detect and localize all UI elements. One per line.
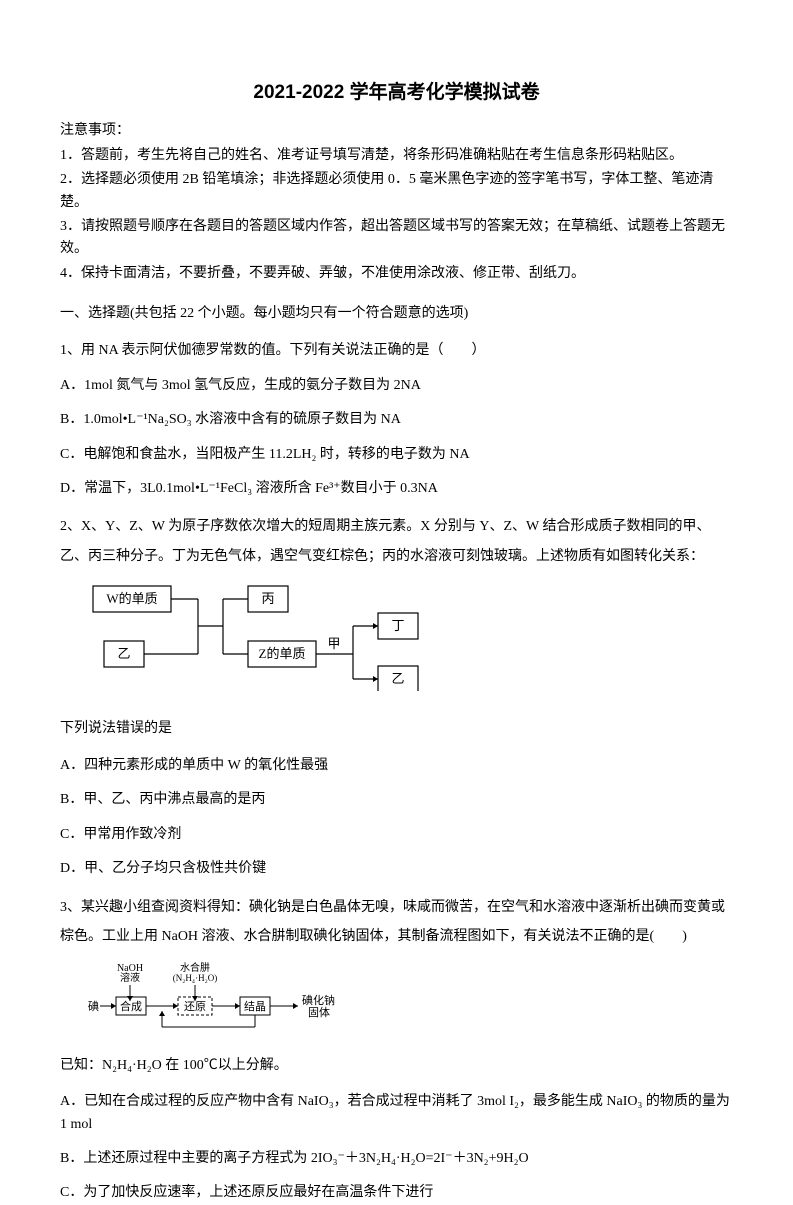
- q2-edge-jia: 甲: [327, 636, 340, 651]
- q2-after: 下列说法错误的是: [60, 714, 733, 743]
- q2-option-c: C．甲常用作致冷剂: [60, 824, 733, 846]
- q3-stem: 3、某兴趣小组查阅资料得知：碘化钠是白色晶体无嗅，味咸而微苦，在空气和水溶液中逐…: [60, 893, 733, 952]
- q3-option-a: A．已知在合成过程的反应产物中含有 NaIO₃，若合成过程中消耗了 3mol I…: [60, 1091, 733, 1136]
- notice-header: 注意事项：: [60, 120, 733, 142]
- q1-option-d: D．常温下，3L0.1mol•L⁻¹FeCl₃ 溶液所含 Fe³⁺数目小于 0.…: [60, 478, 733, 500]
- q3-option-b: B．上述还原过程中主要的离子方程式为 2IO₃⁻＋3N₂H₄·H₂O=2I⁻＋3…: [60, 1148, 733, 1170]
- q2-diagram: W的单质 乙 丙 Z的单质 甲 丁 乙: [88, 581, 733, 699]
- svg-text:还原: 还原: [184, 1000, 206, 1013]
- svg-text:合成: 合成: [120, 999, 142, 1013]
- svg-text:碘化钠: 碘化钠: [302, 993, 335, 1007]
- q2-box-w: W的单质: [106, 591, 157, 606]
- q1-option-b: B．1.0mol•L⁻¹Na₂SO₃ 水溶液中含有的硫原子数目为 NA: [60, 409, 733, 431]
- q3-diagram: NaOH 溶液 水合肼 (N₂H₄·H₂O) 碘 合成 还原 结晶 碘化钠 固体: [80, 961, 733, 1044]
- q3-known: 已知：N₂H₄·H₂O 在 100℃以上分解。: [60, 1055, 733, 1077]
- q2-box-bing: 丙: [261, 591, 274, 606]
- notice-item-1: 1．答题前，考生先将自己的姓名、准考证号填写清楚，将条形码准确粘贴在考生信息条形…: [60, 145, 733, 167]
- svg-text:结晶: 结晶: [244, 1000, 266, 1013]
- q2-box-yi2: 乙: [391, 671, 404, 686]
- svg-text:碘: 碘: [88, 1000, 99, 1013]
- q2-stem: 2、X、Y、Z、W 为原子序数依次增大的短周期主族元素。X 分别与 Y、Z、W …: [60, 512, 733, 571]
- notice-item-2: 2．选择题必须使用 2B 铅笔填涂；非选择题必须使用 0．5 毫米黑色字迹的签字…: [60, 169, 733, 214]
- svg-text:溶液: 溶液: [120, 971, 140, 984]
- notice-item-4: 4．保持卡面清洁，不要折叠，不要弄破、弄皱，不准使用涂改液、修正带、刮纸刀。: [60, 263, 733, 285]
- notice-item-3: 3．请按照题号顺序在各题目的答题区域内作答，超出答题区域书写的答案无效；在草稿纸…: [60, 216, 733, 261]
- q1-option-c: C．电解饱和食盐水，当阳极产生 11.2LH₂ 时，转移的电子数为 NA: [60, 444, 733, 466]
- page-title: 2021-2022 学年高考化学模拟试卷: [60, 78, 733, 108]
- section-1-header: 一、选择题(共包括 22 个小题。每小题均只有一个符合题意的选项): [60, 303, 733, 325]
- q3-option-c: C．为了加快反应速率，上述还原反应最好在高温条件下进行: [60, 1182, 733, 1204]
- svg-text:固体: 固体: [308, 1005, 330, 1019]
- q2-option-b: B．甲、乙、丙中沸点最高的是丙: [60, 789, 733, 811]
- q1-stem: 1、用 NA 表示阿伏伽德罗常数的值。下列有关说法正确的是（ ）: [60, 336, 733, 365]
- q1-option-a: A．1mol 氮气与 3mol 氢气反应，生成的氨分子数目为 2NA: [60, 375, 733, 397]
- q2-box-ding: 丁: [391, 618, 404, 633]
- q2-option-a: A．四种元素形成的单质中 W 的氧化性最强: [60, 755, 733, 777]
- q2-box-yi: 乙: [117, 646, 130, 661]
- q2-option-d: D．甲、乙分子均只含极性共价键: [60, 858, 733, 880]
- svg-text:(N₂H₄·H₂O): (N₂H₄·H₂O): [173, 973, 217, 983]
- q2-box-z: Z的单质: [259, 646, 306, 661]
